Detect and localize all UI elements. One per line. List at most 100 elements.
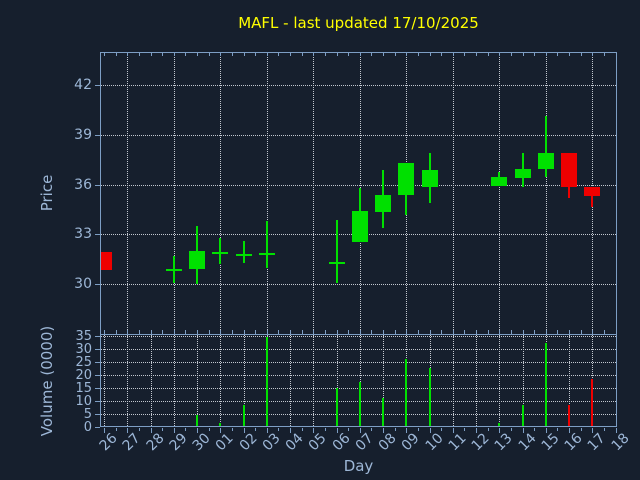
volume-gridline-30 — [101, 348, 616, 350]
x-tick-bottom — [383, 428, 384, 433]
volume-bar-14 — [521, 404, 524, 426]
x-tick-bottom — [150, 428, 152, 433]
x-tick-bottom — [487, 428, 489, 431]
x-tick-top — [580, 53, 582, 56]
x-tick-boundary — [255, 330, 257, 334]
x-tick-bottom — [545, 428, 547, 433]
x-tick-boundary — [371, 330, 373, 334]
volume-bar-17 — [591, 378, 594, 426]
volume-tick-label-25: 25 — [75, 354, 92, 370]
x-tick-boundary — [173, 330, 175, 334]
x-tick-top — [255, 53, 257, 56]
day-axis-title: Day — [343, 457, 374, 475]
price-gridline-42 — [101, 85, 616, 87]
x-tick-top — [324, 53, 326, 56]
volume-tick-label-5: 5 — [83, 406, 92, 422]
volume-bar-06 — [335, 387, 338, 426]
volume-bar-03 — [265, 336, 268, 426]
x-tick-bottom — [197, 428, 198, 433]
x-tick-bottom — [394, 428, 396, 431]
x-tick-bottom — [290, 428, 291, 433]
candle-wick-03 — [265, 221, 268, 268]
x-tick-boundary — [127, 330, 129, 334]
x-tick-top — [127, 53, 129, 56]
price-vgridline-05 — [313, 53, 315, 334]
x-tick-bottom — [324, 428, 326, 431]
volume-bar-16 — [568, 404, 570, 426]
volume-bar-10 — [428, 368, 431, 426]
price-tick-39 — [95, 134, 100, 136]
candle-wick-06 — [335, 219, 338, 283]
candle-body-06 — [328, 262, 345, 264]
x-tick-bottom — [138, 428, 140, 431]
x-tick-bottom — [104, 428, 105, 433]
x-tick-top — [173, 53, 175, 56]
x-tick-top — [394, 53, 396, 56]
price-plot-area — [100, 52, 617, 334]
x-tick-bottom — [115, 428, 117, 431]
x-tick-boundary — [301, 330, 303, 334]
x-tick-top — [510, 53, 512, 56]
candle-body-29 — [165, 269, 182, 272]
volume-gridline-35 — [101, 335, 616, 337]
x-tick-bottom — [301, 428, 303, 431]
x-tick-boundary — [185, 330, 187, 334]
price-gridline-30 — [101, 284, 616, 286]
candle-body-17 — [584, 187, 601, 196]
x-tick-boundary — [417, 330, 419, 334]
x-tick-boundary — [557, 330, 559, 334]
x-tick-top — [301, 53, 303, 56]
volume-bar-08 — [382, 398, 384, 426]
price-tick-42 — [95, 85, 100, 87]
x-tick-bottom — [255, 428, 257, 431]
x-tick-top — [197, 53, 198, 56]
x-tick-top — [452, 53, 454, 56]
x-tick-top — [150, 53, 152, 56]
x-tick-boundary — [452, 330, 454, 334]
x-tick-boundary — [231, 330, 233, 334]
x-tick-boundary — [441, 330, 443, 334]
x-tick-bottom — [231, 428, 233, 431]
x-tick-top — [208, 53, 210, 56]
x-tick-top — [266, 53, 268, 56]
price-vgridline-27 — [127, 53, 129, 334]
volume-gridline-10 — [101, 400, 616, 402]
x-tick-boundary — [278, 330, 280, 334]
x-tick-top — [545, 53, 547, 56]
x-tick-bottom — [266, 428, 268, 433]
x-tick-boundary — [208, 330, 210, 334]
price-tick-label-42: 42 — [74, 77, 92, 94]
x-tick-top — [383, 53, 384, 56]
volume-tick-35 — [95, 335, 100, 337]
x-tick-boundary — [162, 330, 164, 334]
x-tick-bottom — [464, 428, 466, 431]
x-tick-bottom — [417, 428, 419, 431]
x-tick-boundary — [603, 330, 605, 334]
x-tick-boundary — [510, 330, 512, 334]
volume-vgridline-06 — [336, 335, 338, 426]
volume-tick-20 — [95, 374, 100, 376]
volume-vgridline-14 — [522, 335, 524, 426]
candle-body-07 — [351, 211, 368, 243]
x-tick-boundary — [290, 330, 291, 334]
x-tick-top — [615, 53, 617, 56]
volume-tick-label-30: 30 — [75, 341, 92, 357]
price-tick-33 — [95, 234, 100, 236]
volume-vgridline-05 — [313, 335, 315, 426]
x-tick-bottom — [510, 428, 512, 431]
x-tick-boundary — [115, 330, 117, 334]
x-tick-top — [569, 53, 570, 56]
volume-vgridline-04 — [290, 335, 291, 426]
x-tick-top — [104, 53, 105, 56]
price-vgridline-15 — [545, 53, 547, 334]
x-tick-boundary — [383, 330, 384, 334]
volume-vgridline-16 — [569, 335, 570, 426]
x-tick-boundary — [476, 330, 477, 334]
x-tick-bottom — [243, 428, 245, 433]
candle-body-13 — [491, 177, 508, 186]
price-tick-label-39: 39 — [74, 126, 92, 143]
x-tick-bottom — [580, 428, 582, 431]
x-tick-bottom — [371, 428, 373, 431]
x-tick-top — [348, 53, 350, 56]
x-tick-bottom — [476, 428, 477, 433]
